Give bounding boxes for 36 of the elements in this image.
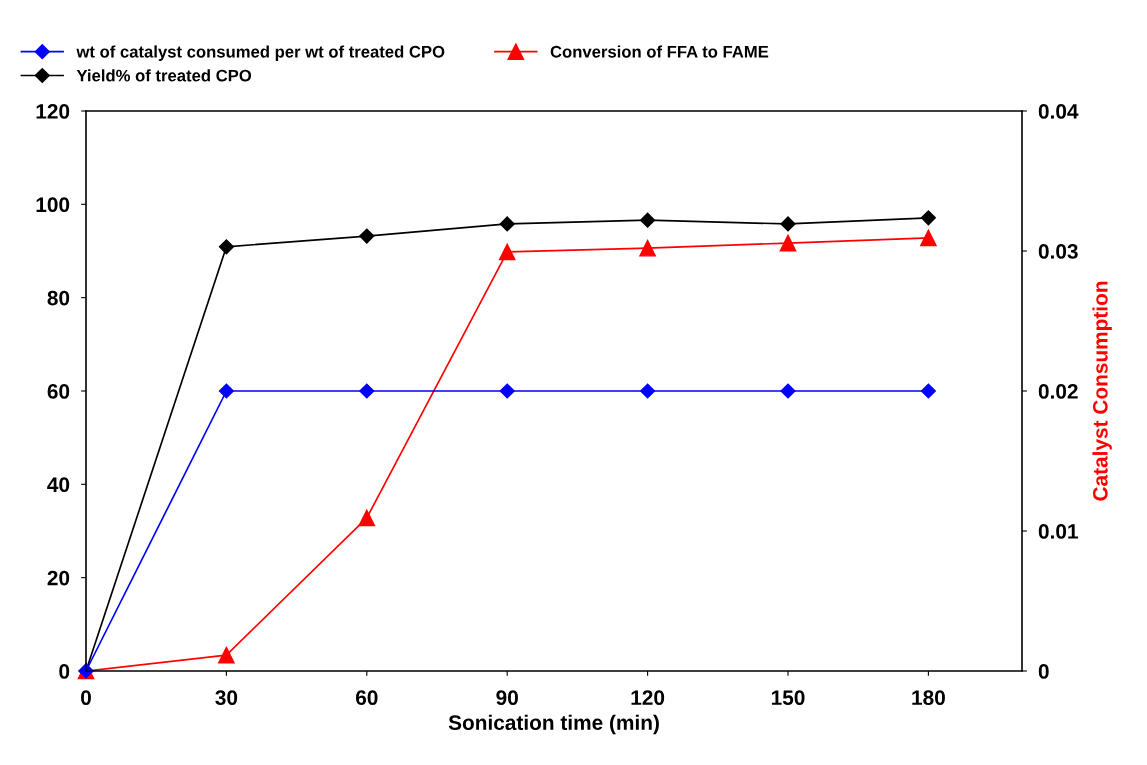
point bbox=[499, 216, 515, 232]
x-tick-label: 180 bbox=[912, 690, 945, 706]
y-tick-label: 40 bbox=[47, 477, 70, 493]
legend-label: Conversion of FFA to FAME bbox=[550, 45, 769, 58]
x-tick-label: 60 bbox=[355, 690, 378, 706]
y2-axis-title: Catalyst Consumption bbox=[1092, 281, 1112, 501]
point bbox=[779, 234, 797, 252]
point bbox=[920, 210, 936, 226]
x-axis-title: Sonication time (min) bbox=[448, 714, 659, 735]
y-tick-label: 80 bbox=[47, 290, 70, 306]
point bbox=[359, 228, 375, 244]
y2-tick-label: 0.04 bbox=[1038, 104, 1079, 119]
y-tick-label: 120 bbox=[36, 104, 70, 119]
point bbox=[920, 229, 937, 247]
x-tick-label: 30 bbox=[215, 690, 238, 706]
y2-tick-label: 0.03 bbox=[1038, 244, 1078, 259]
legend-label: wt of catalyst consumed per wt of treated CPO bbox=[76, 45, 445, 61]
y-tick-label: 60 bbox=[47, 384, 70, 399]
y-tick-label: 100 bbox=[36, 197, 70, 213]
x-tick-label: 120 bbox=[631, 690, 665, 706]
point bbox=[639, 239, 656, 257]
y-tick-label: 20 bbox=[47, 570, 70, 586]
legend-label: Yield% of treated CPO bbox=[76, 69, 252, 82]
y2-tick-label: 0.02 bbox=[1038, 384, 1078, 399]
x-tick-label: 0 bbox=[81, 690, 91, 706]
x-tick-label: 150 bbox=[771, 690, 805, 706]
point bbox=[218, 646, 235, 664]
point bbox=[640, 212, 656, 228]
x-tick-label: 90 bbox=[496, 690, 518, 706]
y2-tick-label: 0 bbox=[1038, 664, 1049, 679]
point bbox=[358, 509, 376, 527]
point bbox=[498, 243, 516, 261]
y2-tick-label: 0.01 bbox=[1038, 524, 1078, 539]
point bbox=[780, 216, 796, 232]
y-tick-label: 0 bbox=[59, 664, 70, 679]
point bbox=[218, 239, 234, 255]
